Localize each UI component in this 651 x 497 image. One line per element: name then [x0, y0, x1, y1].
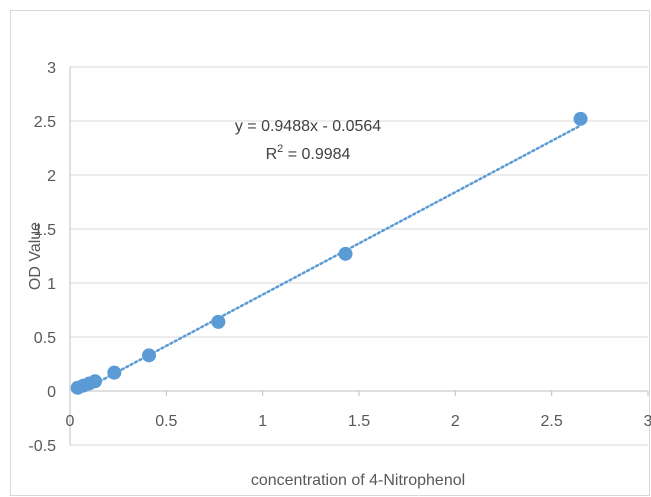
data-points [70, 111, 588, 395]
y-tick-label: 2.5 [34, 114, 56, 131]
x-axis-title: concentration of 4-Nitrophenol [251, 472, 465, 489]
x-tick-label: 2 [451, 413, 460, 430]
data-point [107, 365, 122, 380]
x-tick-label: 1 [258, 413, 267, 430]
y-tick-label: 2 [47, 168, 56, 185]
x-tick-label: 1.5 [348, 413, 370, 430]
trendline-layer [76, 124, 582, 395]
tick-labels: -0.5 0 0.5 1 1.5 2 2.5 3 0 0.5 1 1.5 2 2.5 3 [28, 60, 651, 455]
r-squared-superscript: 2 [277, 143, 283, 155]
x-tick-label: 3 [644, 413, 651, 430]
r-squared-prefix: R [266, 146, 278, 163]
y-tick-label: 0 [47, 384, 56, 401]
y-axis-title: OD Value [27, 222, 44, 290]
r-squared-value: = 0.9984 [283, 146, 350, 163]
y-tick-label: 1 [47, 276, 56, 293]
data-point [141, 348, 156, 363]
y-tick-label: -0.5 [28, 438, 56, 455]
y-tick-label: 3 [47, 60, 56, 77]
trendline-equation: y = 0.9488x - 0.0564 [235, 118, 381, 135]
data-point [338, 246, 353, 261]
data-point [211, 314, 226, 329]
r-squared-label: R2 = 0.9984 [266, 143, 351, 163]
y-tick-label: 1.5 [34, 222, 56, 239]
x-tick-label: 2.5 [541, 413, 563, 430]
data-point [88, 374, 103, 389]
trendline [76, 124, 582, 395]
y-tick-label: 0.5 [34, 330, 56, 347]
axes [69, 67, 649, 445]
x-tick-label: 0.5 [155, 413, 177, 430]
chart-area [10, 10, 650, 496]
data-point [573, 111, 588, 126]
x-tick-label: 0 [66, 413, 75, 430]
